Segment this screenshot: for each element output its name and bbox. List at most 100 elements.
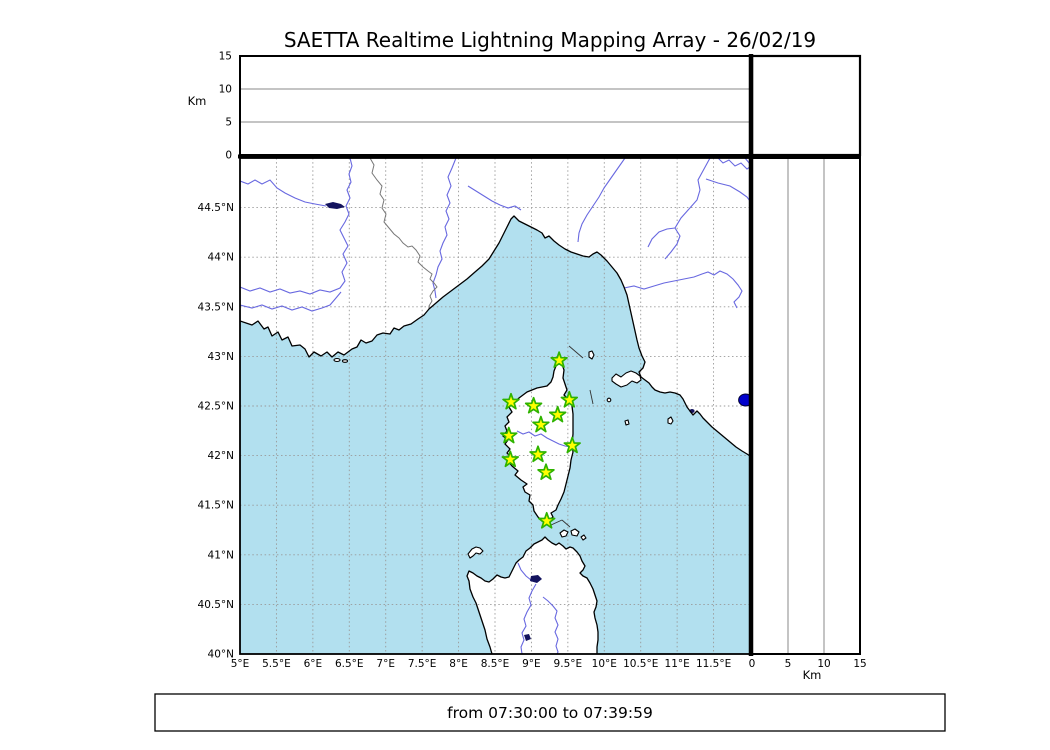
- longitude-tick-label: 8°E: [449, 658, 468, 670]
- river: [623, 270, 743, 309]
- river: [705, 178, 750, 202]
- island-asinara: [467, 546, 484, 559]
- longitude-tick-label: 5°E: [231, 658, 250, 670]
- sardinia-land: [467, 537, 598, 654]
- river: [240, 291, 342, 312]
- lake: [325, 202, 345, 209]
- france-italy-border: [369, 158, 438, 309]
- station-marker: [529, 445, 547, 463]
- time-range-footer: from 07:30:00 to 07:39:59: [154, 693, 946, 732]
- station-marker: [563, 436, 581, 454]
- panel-borders: [238, 54, 861, 656]
- map-graticule: [240, 158, 750, 654]
- station-marker: [532, 415, 550, 433]
- right-panel-tick-labels: 0 5 10 15: [749, 658, 867, 670]
- right-panel-gridlines: [787, 158, 825, 654]
- latitude-tick-label: 43°N: [208, 351, 234, 363]
- top-altitude-panel: 0 5 10 15 Km: [188, 51, 750, 162]
- island-capraia: [588, 350, 595, 360]
- right-altitude-panel: 0 5 10 15 Km: [749, 158, 867, 682]
- top-panel-gridlines: [240, 88, 750, 123]
- right-altitude-axis-label: Km: [803, 668, 822, 682]
- line-mark: [561, 519, 571, 528]
- island-elba: [611, 370, 642, 388]
- island-giglio: [667, 416, 674, 425]
- land-areas: [240, 158, 750, 654]
- station-marker: [524, 396, 543, 414]
- top-panel-bg: [240, 56, 750, 155]
- time-range-text: from 07:30:00 to 07:39:59: [447, 704, 653, 722]
- latitude-tick-label: 42°N: [208, 450, 234, 462]
- altitude-tick-label: 0: [749, 658, 756, 670]
- latitude-axis: 44.5°N 44°N 43.5°N 43°N 42.5°N 42°N 41.5°N 41°N…: [198, 202, 234, 660]
- river: [240, 158, 353, 295]
- lightning-detection-markers: [738, 393, 750, 407]
- corsica-coastline: [502, 360, 574, 524]
- longitude-tick-label: 9°E: [522, 658, 541, 670]
- river: [516, 430, 572, 448]
- line-mark: [568, 345, 584, 359]
- station-markers: [500, 351, 581, 529]
- altitude-tick-label: 10: [219, 84, 232, 96]
- altitude-tick-label: 15: [853, 658, 866, 670]
- islands: [333, 350, 674, 559]
- lake: [524, 634, 531, 641]
- station-marker: [501, 450, 520, 468]
- latitude-tick-label: 40°N: [208, 649, 234, 661]
- river: [240, 179, 327, 207]
- river: [520, 583, 537, 654]
- lake: [530, 575, 542, 583]
- station-marker: [500, 426, 518, 444]
- island-hyeres: [333, 357, 341, 363]
- island-maddalena: [559, 529, 569, 538]
- mainland-europe-land: [240, 158, 750, 456]
- longitude-tick-label: 9.5°E: [554, 658, 583, 670]
- time-range-box: [154, 693, 946, 732]
- altitude-tick-label: 10: [817, 658, 830, 670]
- island-maddalena: [580, 534, 587, 541]
- station-marker: [560, 390, 579, 408]
- station-marker: [537, 463, 555, 481]
- corsica-land: [503, 361, 573, 523]
- latitude-tick-label: 42.5°N: [198, 401, 234, 413]
- river: [717, 158, 750, 170]
- latitude-tick-label: 44°N: [208, 252, 234, 264]
- island-montecristo: [624, 419, 630, 426]
- latitude-tick-label: 44.5°N: [198, 202, 234, 214]
- station-marker: [537, 511, 556, 529]
- mainland-coastline: [240, 215, 750, 457]
- river: [664, 158, 711, 260]
- latitude-tick-label: 40.5°N: [198, 599, 234, 611]
- longitude-tick-label: 6°E: [304, 658, 323, 670]
- longitude-axis: 5°E 5.5°E 6°E 6.5°E 7°E 7.5°E 8°E 8.5°E 9°E 9.5°E…: [231, 658, 731, 670]
- island-maddalena: [570, 528, 580, 537]
- longitude-tick-label: 7°E: [376, 658, 395, 670]
- longitude-tick-label: 8.5°E: [481, 658, 510, 670]
- rivers: [240, 158, 750, 654]
- latitude-tick-label: 43.5°N: [198, 301, 234, 313]
- station-marker: [550, 351, 568, 368]
- coastlines: [240, 215, 750, 654]
- island-hyeres: [341, 359, 349, 363]
- river: [517, 562, 532, 581]
- corner-panel: [750, 54, 862, 157]
- figure-title: SAETTA Realtime Lightning Mapping Array …: [284, 28, 816, 52]
- river: [467, 185, 522, 211]
- detection-marker: [738, 393, 750, 407]
- altitude-tick-label: 5: [785, 658, 792, 670]
- longitude-tick-label: 7.5°E: [408, 658, 437, 670]
- line-mark: [589, 389, 594, 405]
- longitude-tick-label: 6.5°E: [335, 658, 364, 670]
- altitude-tick-label: 5: [225, 117, 232, 129]
- latitude-tick-label: 41°N: [208, 549, 234, 561]
- longitude-tick-label: 10.5°E: [623, 658, 658, 670]
- river: [432, 158, 457, 299]
- station-marker: [502, 392, 520, 410]
- latitude-tick-label: 41.5°N: [198, 500, 234, 512]
- altitude-tick-label: 15: [219, 51, 232, 63]
- top-panel-tick-labels: 0 5 10 15: [219, 51, 232, 162]
- river: [647, 227, 676, 248]
- longitude-tick-label: 11°E: [665, 658, 690, 670]
